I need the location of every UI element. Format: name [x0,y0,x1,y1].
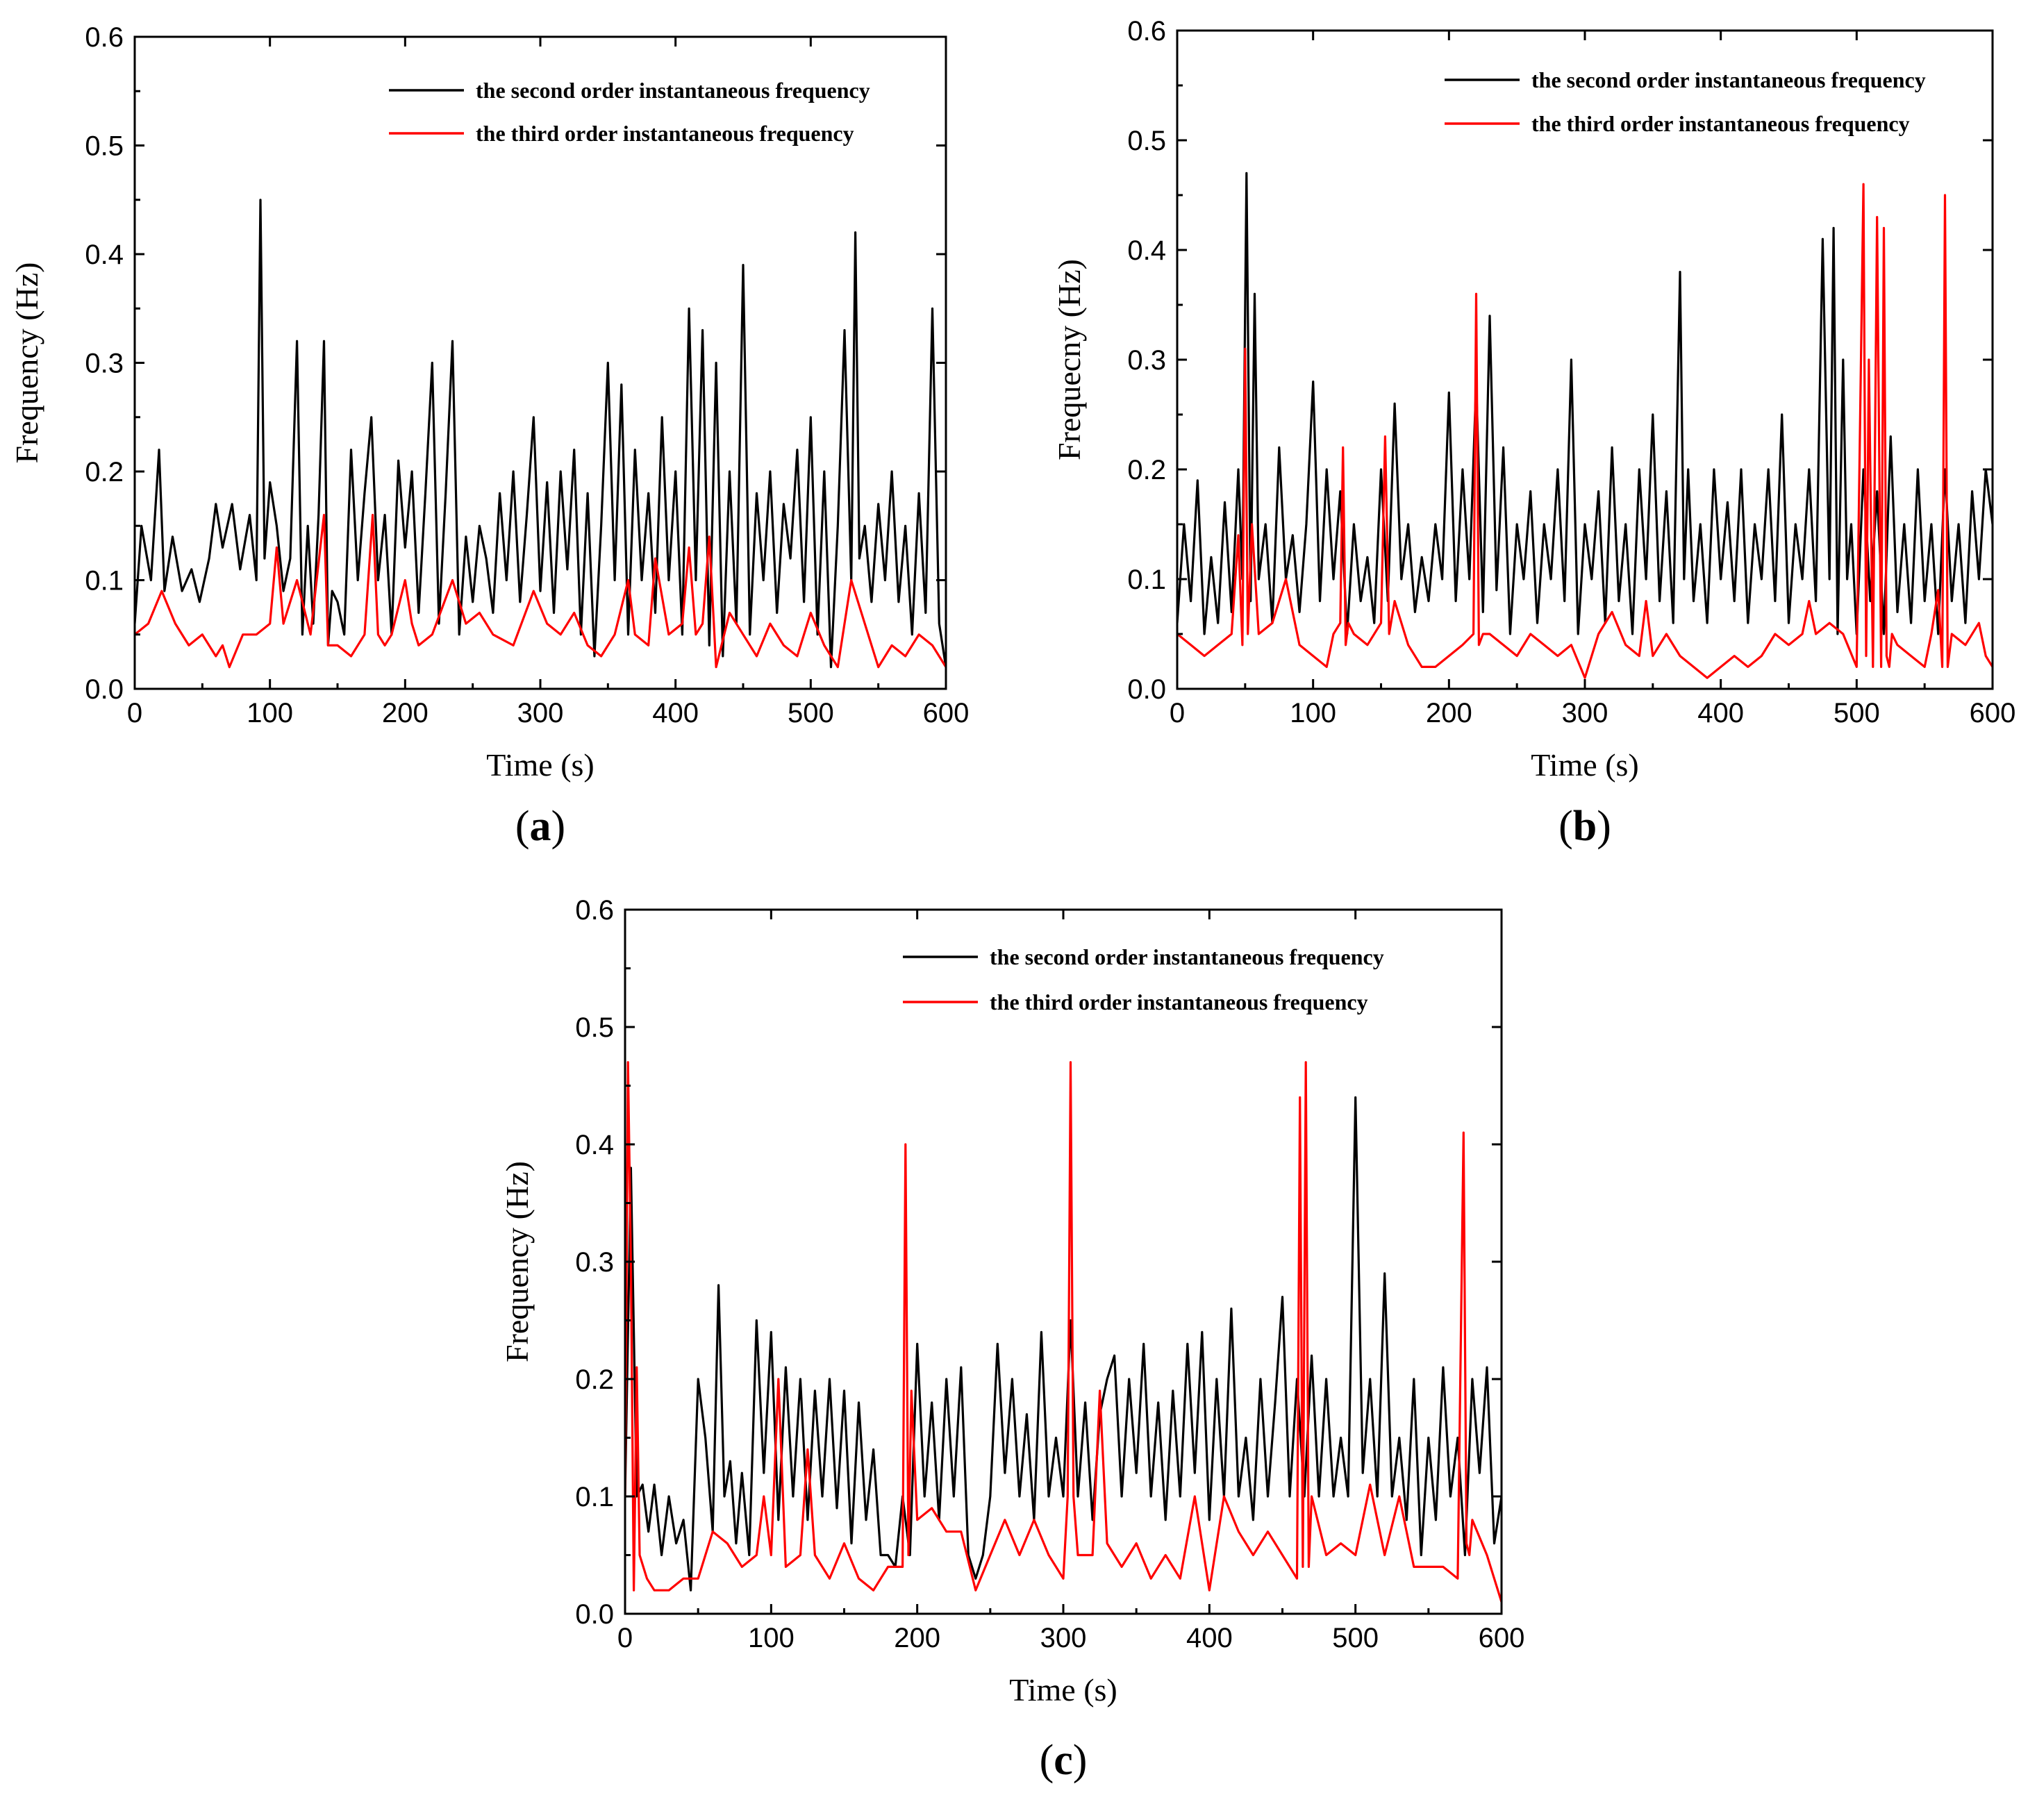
plot-frame [624,908,1503,1615]
y-tick-label: 0.6 [85,22,124,53]
x-tick-label: 300 [517,698,564,728]
legend-label-third-order: the third order instantaneous frequency [990,990,1368,1015]
x-tick-label: 0 [617,1623,633,1653]
x-tick-label: 400 [1186,1623,1233,1653]
y-tick-label: 0.4 [85,240,124,270]
panel-caption: (a) [515,803,565,850]
x-tick-label: 500 [1332,1623,1379,1653]
series-line-third-order [135,513,946,669]
x-tick-label: 200 [894,1623,940,1653]
y-tick-label: 0.4 [1127,235,1166,266]
y-tick-label: 0.5 [575,1012,614,1043]
legend-label-second-order: the second order instantaneous frequency [1531,67,1926,92]
y-tick-label: 0.0 [85,674,124,705]
panel-a: 0 100 200 300 400 500 600 0.0 0.1 0.2 0.3 0.4 0.5 0.6… [9,22,969,850]
y-tick-label: 0.1 [85,566,124,596]
panel-caption: (c) [1040,1737,1088,1784]
x-tick-label: 0 [1170,698,1185,728]
y-tick-label: 0.1 [1127,565,1166,595]
series-line-second-order [625,1096,1502,1592]
x-tick-label: 500 [1834,698,1880,728]
y-tick-label: 0.4 [575,1130,614,1160]
caption-letter: c [1054,1737,1073,1784]
caption-paren-close: ) [1073,1737,1088,1784]
y-tick-label: 0.6 [1127,16,1166,47]
caption-paren-close: ) [1597,803,1611,850]
x-tick-label: 0 [127,698,142,728]
x-axis-title: Time (s) [486,747,595,783]
legend-label-second-order: the second order instantaneous frequency [476,78,870,103]
y-tick-label: 0.2 [575,1364,614,1395]
x-tick-label: 400 [1697,698,1744,728]
x-tick-label: 600 [1479,1623,1525,1653]
y-tick-label: 0.2 [85,457,124,487]
y-tick-label: 0.2 [1127,455,1166,485]
panel-b: 0 100 200 300 400 500 600 0.0 0.1 0.2 0.3 0.4 0.5 0.6… [1051,16,2015,850]
series-line-second-order [1177,172,1993,635]
y-tick-label: 0.0 [1127,674,1166,705]
x-tick-label: 600 [1970,698,2016,728]
x-axis-title: Time (s) [1009,1672,1117,1708]
caption-letter: a [530,803,551,850]
y-tick-label: 0.3 [1127,345,1166,376]
panel-caption: (b) [1558,803,1611,850]
x-axis-title: Time (s) [1531,747,1639,783]
panel-c: 0 100 200 300 400 500 600 0.0 0.1 0.2 0.3 0.4 0.5 0.6… [499,895,1524,1784]
x-tick-label: 400 [652,698,699,728]
y-tick-label: 0.3 [575,1247,614,1278]
caption-paren-open: ( [1040,1737,1054,1784]
x-tick-label: 300 [1040,1623,1087,1653]
legend-label-third-order: the third order instantaneous frequency [1531,111,1910,136]
x-tick-label: 300 [1562,698,1608,728]
y-tick-label: 0.5 [1127,126,1166,156]
x-tick-label: 500 [788,698,834,728]
y-tick-label: 0.3 [85,349,124,379]
x-tick-label: 100 [1290,698,1336,728]
series-line-third-order [1177,183,1993,679]
x-tick-label: 100 [247,698,293,728]
x-tick-label: 200 [1426,698,1472,728]
legend-label-third-order: the third order instantaneous frequency [476,121,854,146]
y-tick-label: 0.5 [85,131,124,162]
x-tick-label: 100 [748,1623,795,1653]
y-axis-title: Frequency (Hz) [9,262,44,464]
y-axis-title: Frequecny (Hz) [1051,259,1087,460]
caption-paren-open: ( [1558,803,1573,850]
series-line-third-order [625,1061,1502,1603]
legend-label-second-order: the second order instantaneous frequency [990,944,1384,969]
y-tick-label: 0.6 [575,895,614,926]
y-tick-label: 0.1 [575,1482,614,1512]
caption-letter: b [1573,803,1597,850]
y-axis-title: Frequency (Hz) [499,1161,535,1362]
x-tick-label: 200 [382,698,429,728]
x-tick-label: 600 [923,698,970,728]
caption-paren-open: ( [515,803,530,850]
y-tick-label: 0.0 [575,1599,614,1630]
series-line-second-order [135,199,946,669]
caption-paren-close: ) [551,803,566,850]
